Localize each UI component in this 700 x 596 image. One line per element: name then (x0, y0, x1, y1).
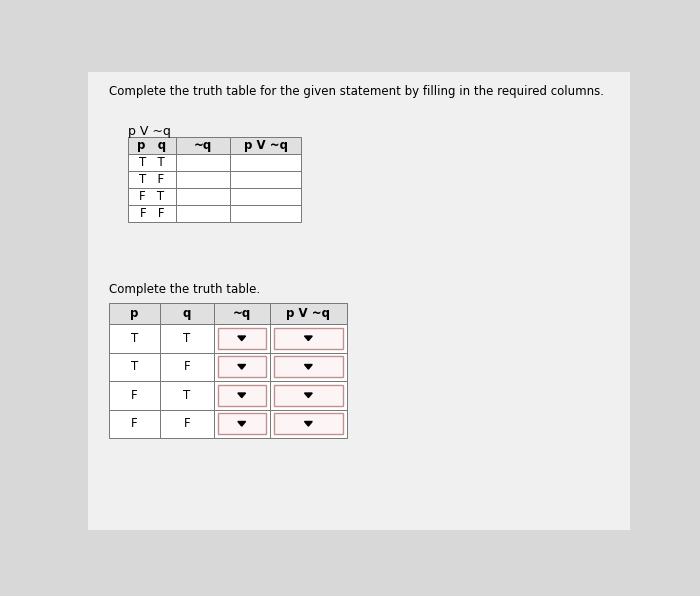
FancyBboxPatch shape (109, 303, 160, 324)
FancyBboxPatch shape (176, 171, 230, 188)
FancyBboxPatch shape (274, 414, 343, 434)
Text: p V ~q: p V ~q (286, 307, 330, 320)
Text: T   F: T F (139, 173, 164, 186)
Text: T   T: T T (139, 156, 164, 169)
FancyBboxPatch shape (218, 356, 266, 377)
Text: F: F (183, 361, 190, 373)
FancyBboxPatch shape (270, 303, 347, 324)
FancyBboxPatch shape (214, 303, 270, 324)
Polygon shape (304, 336, 312, 341)
Text: ~q: ~q (194, 139, 212, 152)
FancyBboxPatch shape (160, 381, 214, 409)
FancyBboxPatch shape (176, 154, 230, 171)
FancyBboxPatch shape (270, 381, 347, 409)
FancyBboxPatch shape (109, 409, 160, 438)
FancyBboxPatch shape (270, 324, 347, 353)
FancyBboxPatch shape (176, 188, 230, 205)
Text: ~q: ~q (232, 307, 251, 320)
FancyBboxPatch shape (218, 414, 266, 434)
FancyBboxPatch shape (128, 171, 176, 188)
Text: F: F (131, 389, 138, 402)
FancyBboxPatch shape (214, 324, 270, 353)
FancyBboxPatch shape (274, 385, 343, 406)
FancyBboxPatch shape (274, 356, 343, 377)
Text: p   q: p q (137, 139, 167, 152)
FancyBboxPatch shape (160, 324, 214, 353)
FancyBboxPatch shape (176, 205, 230, 222)
FancyBboxPatch shape (109, 324, 160, 353)
Text: T: T (131, 361, 138, 373)
FancyBboxPatch shape (128, 137, 176, 154)
Polygon shape (238, 365, 246, 369)
Text: p V ~q: p V ~q (128, 125, 171, 138)
FancyBboxPatch shape (230, 137, 302, 154)
FancyBboxPatch shape (176, 137, 230, 154)
Text: T: T (131, 332, 138, 345)
FancyBboxPatch shape (230, 171, 302, 188)
Text: Complete the truth table for the given statement by filling in the required colu: Complete the truth table for the given s… (109, 85, 604, 98)
FancyBboxPatch shape (230, 188, 302, 205)
Polygon shape (238, 336, 246, 341)
FancyBboxPatch shape (160, 353, 214, 381)
FancyBboxPatch shape (128, 154, 176, 171)
FancyBboxPatch shape (109, 381, 160, 409)
Polygon shape (304, 393, 312, 398)
FancyBboxPatch shape (274, 328, 343, 349)
FancyBboxPatch shape (160, 409, 214, 438)
Text: T: T (183, 389, 190, 402)
FancyBboxPatch shape (218, 328, 266, 349)
Text: T: T (183, 332, 190, 345)
FancyBboxPatch shape (128, 205, 176, 222)
FancyBboxPatch shape (230, 205, 302, 222)
Text: F   F: F F (139, 207, 164, 220)
Text: F: F (183, 417, 190, 430)
FancyBboxPatch shape (160, 303, 214, 324)
Text: F: F (131, 417, 138, 430)
Text: q: q (183, 307, 191, 320)
FancyBboxPatch shape (270, 353, 347, 381)
Polygon shape (304, 365, 312, 369)
Polygon shape (304, 421, 312, 426)
FancyBboxPatch shape (270, 409, 347, 438)
Text: F   T: F T (139, 190, 164, 203)
FancyBboxPatch shape (214, 381, 270, 409)
Text: p: p (130, 307, 139, 320)
FancyBboxPatch shape (214, 409, 270, 438)
FancyBboxPatch shape (128, 188, 176, 205)
FancyBboxPatch shape (218, 385, 266, 406)
FancyBboxPatch shape (230, 154, 302, 171)
FancyBboxPatch shape (109, 353, 160, 381)
Polygon shape (238, 421, 246, 426)
Polygon shape (238, 393, 246, 398)
Text: Complete the truth table.: Complete the truth table. (109, 283, 260, 296)
Text: p V ~q: p V ~q (244, 139, 288, 152)
FancyBboxPatch shape (88, 72, 630, 530)
FancyBboxPatch shape (214, 353, 270, 381)
